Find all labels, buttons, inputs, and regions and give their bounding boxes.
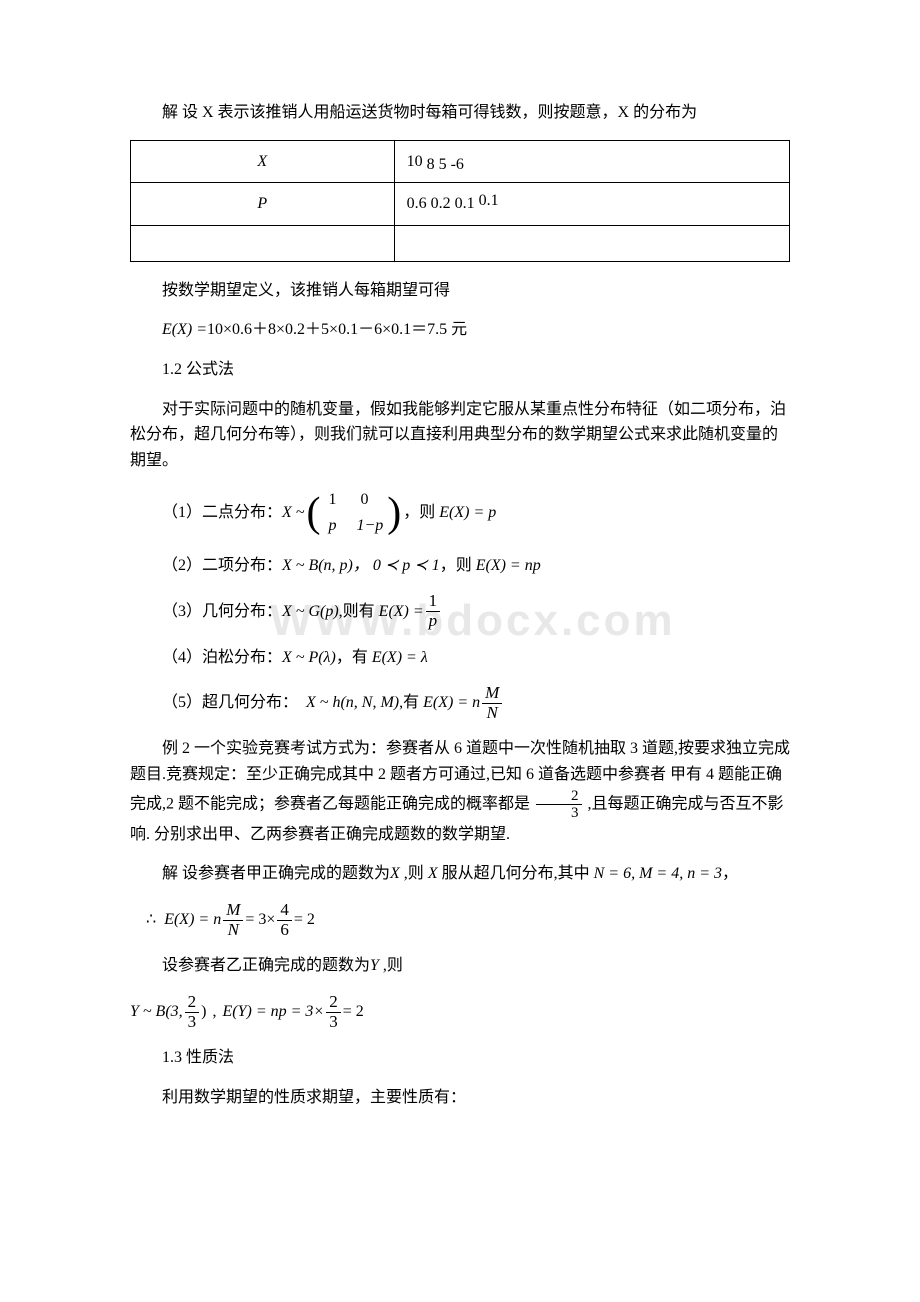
empty-cell xyxy=(394,225,789,261)
dist-item-2: （2）二项分布： X ~ B(n, p)， 0 ≺ p ≺ 1 ，则 E(X) … xyxy=(130,553,790,579)
ex-calc: ∴ E(X) = n MN = 3× 46 = 2 xyxy=(130,901,790,939)
dist-item-5: （5）超几何分布： X ~ h(n, N, M) ,有 E(X) = n MN xyxy=(130,684,790,722)
dist-item-1: （1）二点分布： X ~ ( 10 p1−p ) ，则 E(X) = p xyxy=(130,487,790,538)
property-method-description: 利用数学期望的性质求期望，主要性质有： xyxy=(130,1085,790,1111)
table-row: X 10 8 5 -6 xyxy=(131,140,790,183)
dist-item-4: （4）泊松分布： X ~ P(λ) ，有 E(X) = λ xyxy=(130,645,790,671)
section-1-3-heading: 1.3 性质法 xyxy=(130,1045,790,1071)
y-distribution: Y ~ B(3, 23 ) , E(Y) = np = 3× 23 = 2 xyxy=(130,993,790,1031)
formula-method-description: 对于实际问题中的随机变量，假如我能够判定它服从某重点性分布特征（如二项分布，泊松… xyxy=(130,397,790,474)
example-2-text: 例 2 一个实验竞赛考试方式为：参赛者从 6 道题中一次性随机抽取 3 道题,按… xyxy=(130,736,790,847)
table-header-x: X xyxy=(131,140,395,183)
table-row xyxy=(131,225,790,261)
expectation-intro: 按数学期望定义，该推销人每箱期望可得 xyxy=(130,278,790,304)
section-1-2-heading: 1.2 公式法 xyxy=(130,357,790,383)
intro-paragraph: 解 设 X 表示该推销人用船运送货物时每箱可得钱数，则按题意，X 的分布为 xyxy=(130,100,790,126)
empty-cell xyxy=(131,225,395,261)
distribution-table: X 10 8 5 -6 P 0.6 0.2 0.1 0.1 xyxy=(130,140,790,262)
table-row: P 0.6 0.2 0.1 0.1 xyxy=(131,183,790,226)
table-header-p: P xyxy=(131,183,395,226)
table-values-p: 0.6 0.2 0.1 0.1 xyxy=(394,183,789,226)
matrix-2x2: ( 10 p1−p ) xyxy=(306,487,401,538)
table-values-x: 10 8 5 -6 xyxy=(394,140,789,183)
expectation-formula: E(X) = 10×0.6＋8×0.2＋5×0.1－6×0.1＝7.5 元 xyxy=(130,317,790,343)
solution-a: 解 设参赛者甲正确完成的题数为X ,则 X 服从超几何分布,其中 N = 6, … xyxy=(130,861,790,887)
dist-item-3: WWW.bdocx.com （3）几何分布： X ~ G(p) ,则有 E(X)… xyxy=(130,592,790,630)
solution-b: 设参赛者乙正确完成的题数为Y ,则 xyxy=(130,953,790,979)
